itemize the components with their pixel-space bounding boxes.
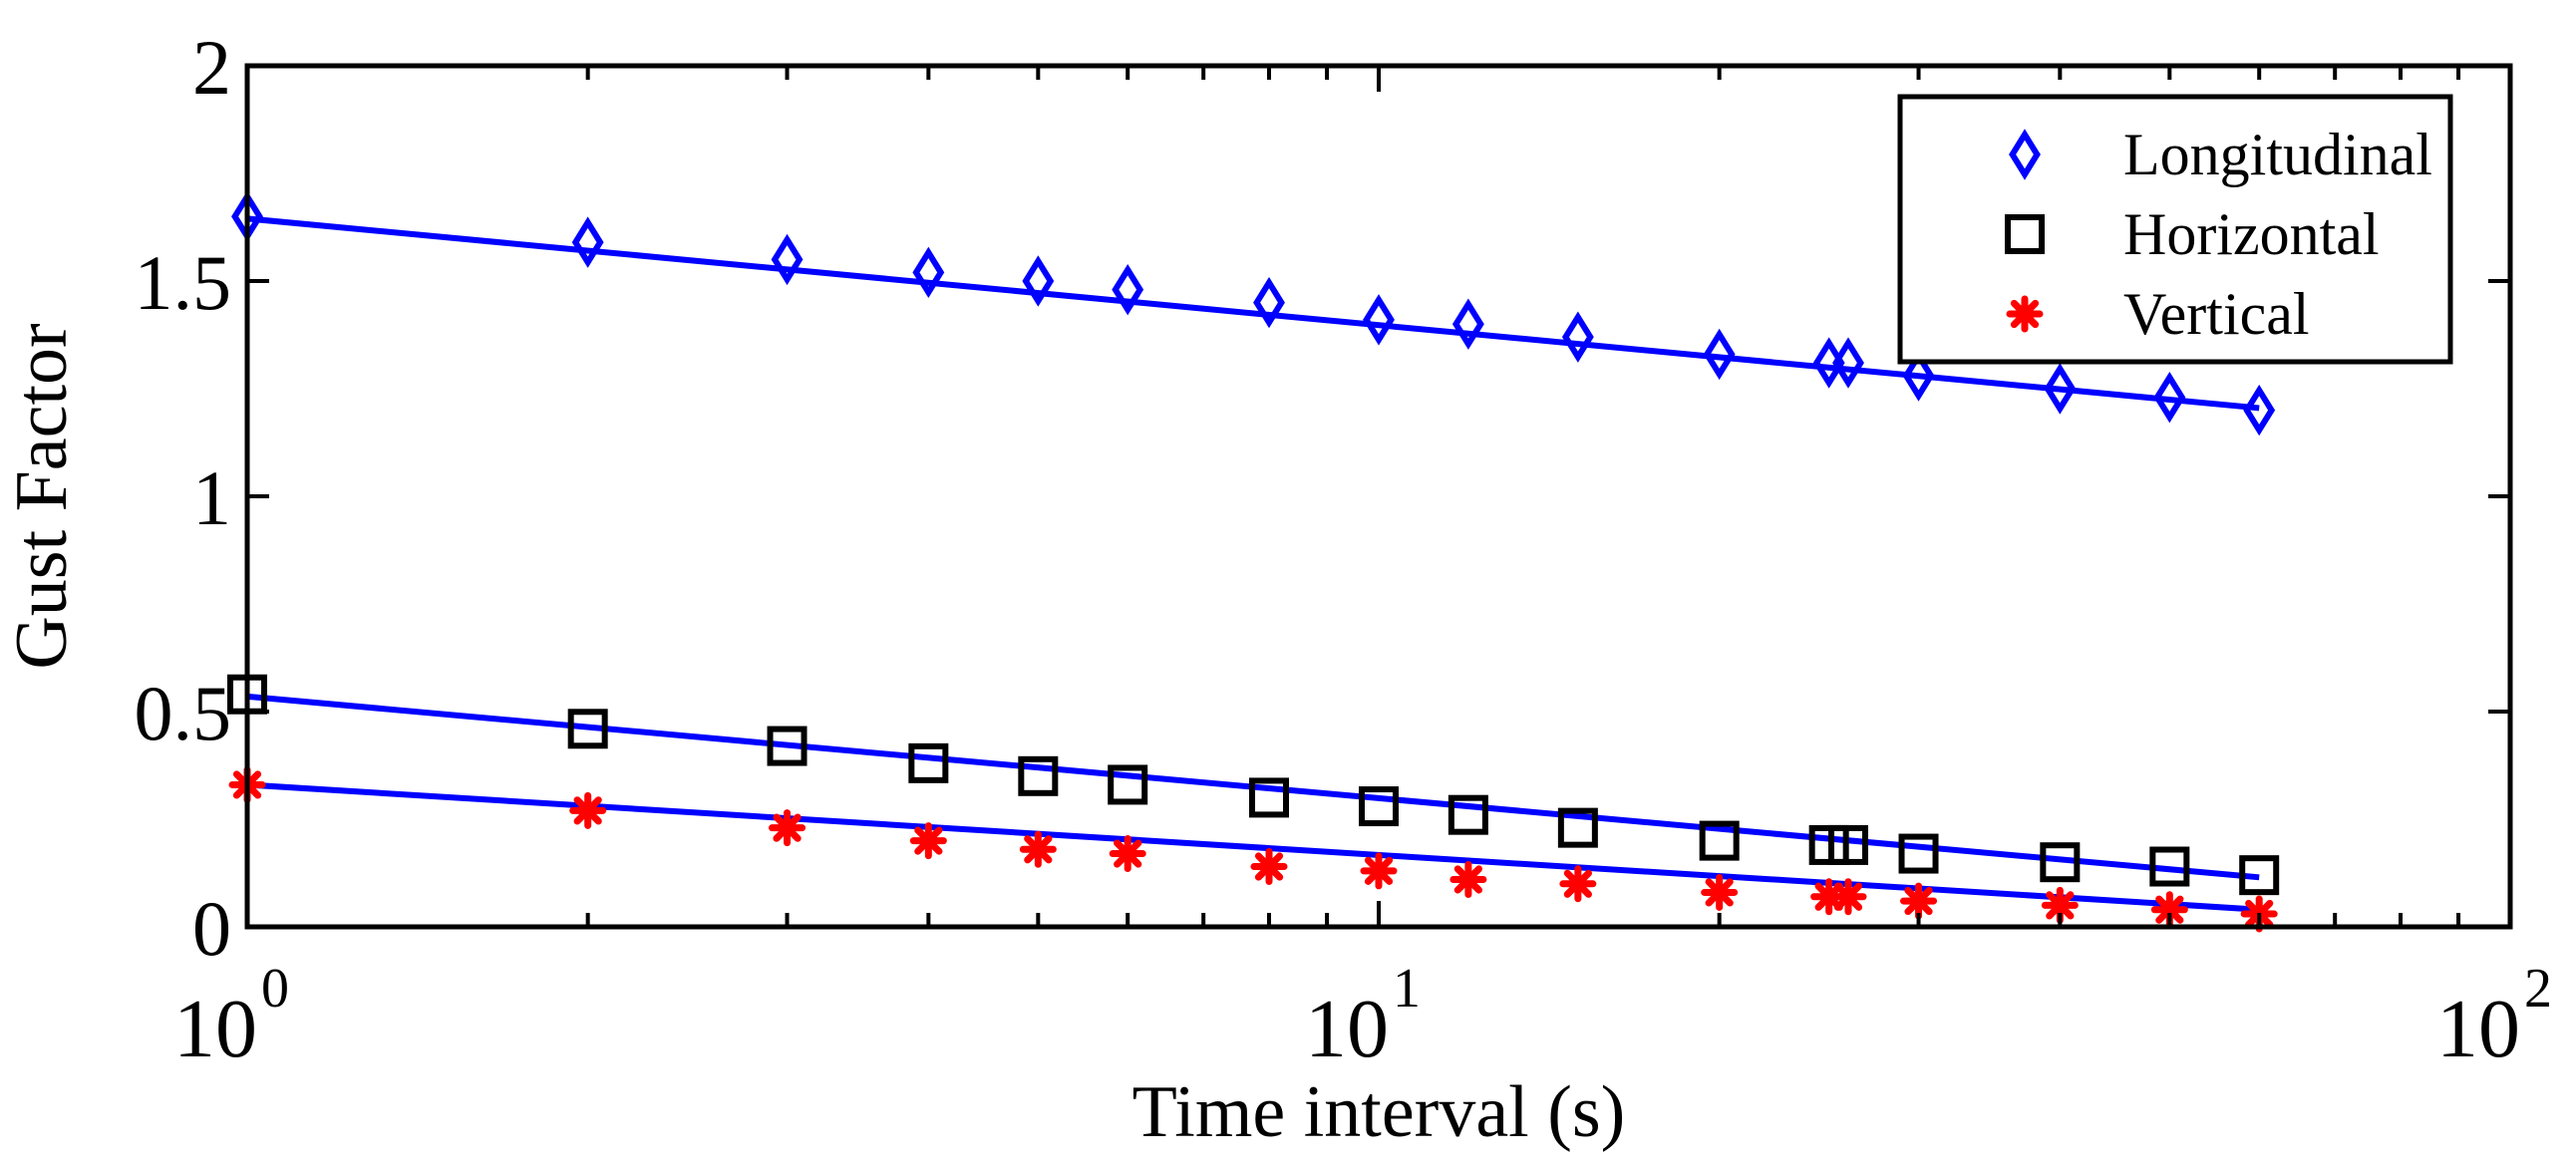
longitudinal-point [912, 246, 945, 299]
longitudinal-point [1832, 337, 1864, 389]
vertical-point [1250, 848, 1288, 886]
longitudinal-point [2153, 371, 2186, 424]
legend-marker-horizontal [2005, 214, 2045, 254]
longitudinal-point [1022, 255, 1055, 307]
x-tick-label-exponent: 1 [1393, 958, 1421, 1020]
horizontal-point [1827, 824, 1868, 865]
horizontal-point [567, 709, 608, 749]
star-stroke [1114, 839, 1142, 868]
legend: Longitudinal Horizontal Vertical [1897, 94, 2453, 365]
y-tick-label: 0 [192, 885, 231, 972]
x-axis-label: Time interval (s) [1132, 1071, 1626, 1153]
legend-entry-horizontal: Horizontal [2005, 201, 2380, 267]
star-stroke [573, 796, 602, 825]
x-tick-label-base: 10 [2436, 983, 2520, 1075]
horizontal-point [1557, 807, 1598, 848]
star-stroke [1705, 878, 1734, 907]
star-stroke [1024, 835, 1053, 864]
legend-box [1897, 94, 2453, 365]
vertical-point [1019, 830, 1057, 868]
horizontal-point [1018, 755, 1059, 796]
star-stroke [2010, 299, 2040, 329]
legend-entry-longitudinal: Longitudinal [2009, 122, 2432, 187]
longitudinal-point [571, 216, 604, 268]
x-tick-label-base: 10 [1305, 983, 1389, 1075]
horizontal-point [1699, 820, 1740, 861]
y-tick-label: 1.5 [135, 239, 232, 326]
series-longitudinal [231, 190, 2276, 437]
horizontal-point [1249, 777, 1290, 818]
legend-entry-vertical: Vertical [2006, 281, 2310, 347]
star-stroke [773, 813, 802, 842]
x-tick-label-exponent: 2 [2524, 958, 2552, 1020]
vertical-point [1449, 860, 1487, 898]
horizontal-point [1448, 794, 1488, 835]
longitudinal-point [2243, 384, 2276, 437]
horizontal-point [1108, 764, 1148, 805]
longitudinal-point [1451, 298, 1484, 350]
vertical-point [1109, 835, 1146, 873]
vertical-point [1701, 873, 1739, 911]
legend-marker-vertical [2006, 295, 2044, 333]
vertical-point [1829, 878, 1867, 916]
longitudinal-point [1253, 276, 1285, 329]
horizontal-point [908, 742, 949, 783]
vertical-point [1559, 865, 1597, 903]
longitudinal-point [1112, 263, 1144, 316]
series-vertical [228, 765, 2278, 933]
x-tick-label-exponent: 0 [261, 958, 289, 1020]
horizontal-point [2239, 855, 2280, 896]
vertical-point [1900, 882, 1938, 920]
y-tick-label: 1 [192, 454, 231, 541]
vertical-point [769, 809, 806, 847]
legend-label-horizontal: Horizontal [2123, 201, 2380, 267]
star-stroke [2155, 895, 2184, 924]
star-stroke [914, 826, 943, 855]
star-stroke [1833, 882, 1863, 911]
horizontal-point [767, 726, 807, 766]
longitudinal-point [1902, 350, 1935, 402]
legend-marker-longitudinal [2009, 129, 2041, 180]
horizontal-point [1898, 833, 1939, 874]
longitudinal-point [1561, 311, 1594, 363]
star-stroke [1254, 852, 1284, 881]
vertical-point [909, 822, 947, 860]
star-stroke [1364, 856, 1394, 885]
longitudinal-point [1363, 294, 1395, 346]
star-stroke [1814, 882, 1843, 911]
y-axis-label: Gust Factor [1, 323, 83, 669]
horizontal-point [2149, 846, 2190, 887]
y-tick-label: 2 [192, 24, 231, 111]
legend-label-longitudinal: Longitudinal [2123, 122, 2432, 187]
longitudinal-point [771, 233, 804, 286]
longitudinal-point [2044, 363, 2077, 415]
legend-label-vertical: Vertical [2123, 281, 2310, 347]
axis-ticks [245, 64, 2512, 929]
star-stroke [2046, 891, 2075, 920]
horizontal-point [2040, 842, 2081, 883]
star-stroke [1453, 865, 1482, 894]
longitudinal-point [1703, 328, 1736, 381]
star-stroke [1904, 886, 1933, 916]
vertical-point [1360, 852, 1398, 890]
x-tick-label-base: 10 [173, 983, 257, 1075]
horizontal-point [1359, 786, 1399, 827]
star-stroke [1563, 869, 1592, 898]
vertical-point [569, 791, 607, 829]
y-tick-label: 0.5 [135, 670, 232, 756]
